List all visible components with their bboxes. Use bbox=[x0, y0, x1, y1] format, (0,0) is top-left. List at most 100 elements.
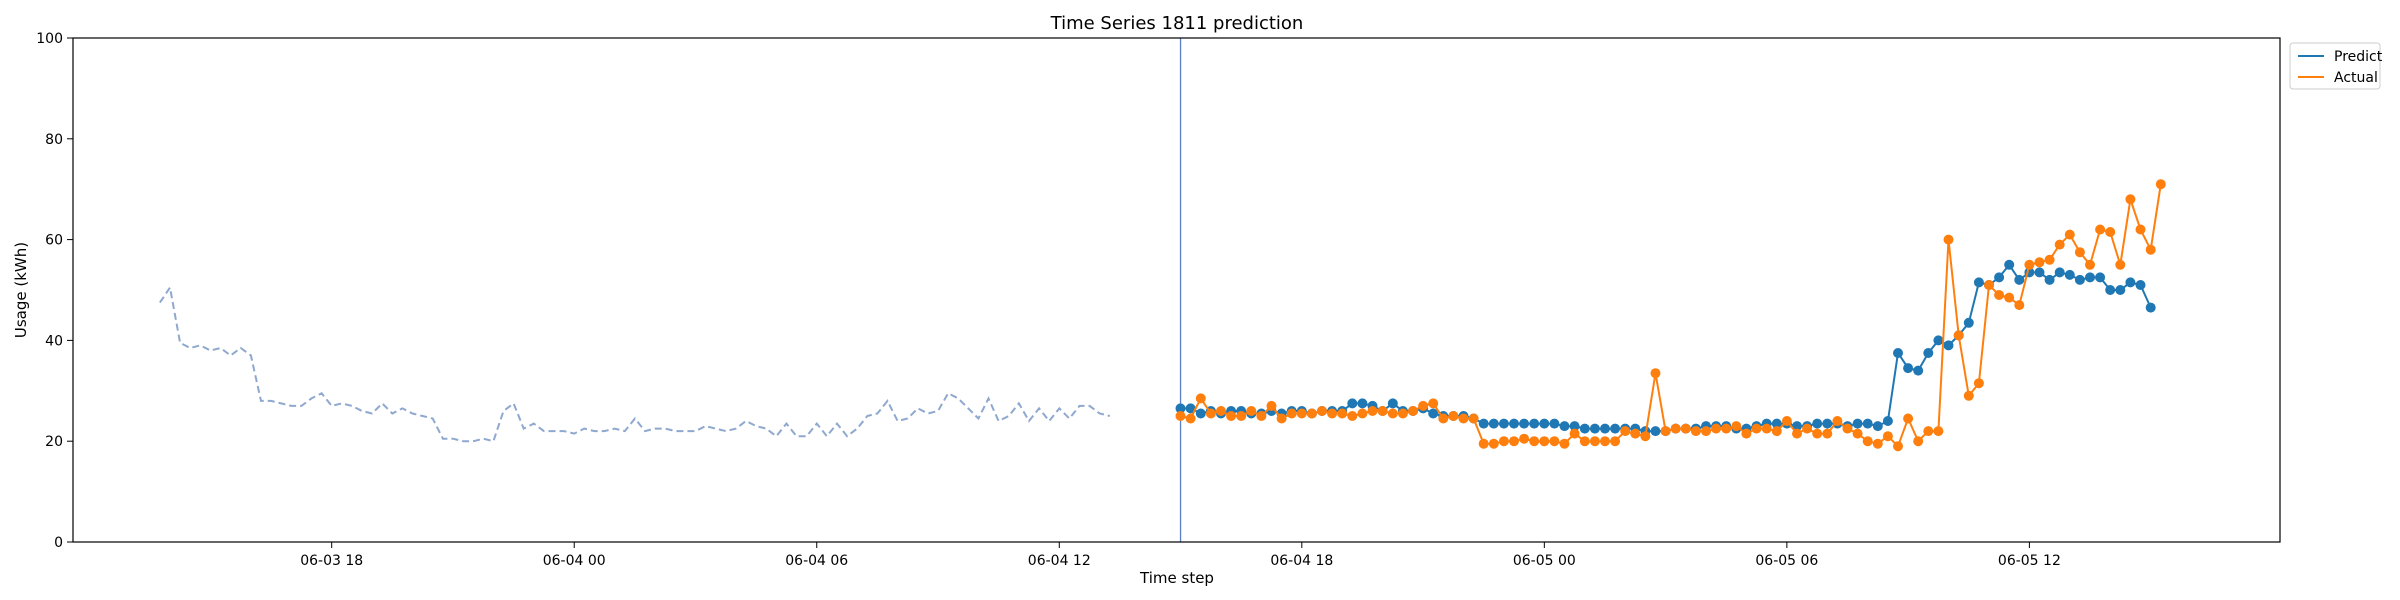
data-point-actual bbox=[1721, 423, 1732, 434]
x-tick-label: 06-04 06 bbox=[785, 553, 848, 569]
data-point-actual bbox=[1994, 290, 2005, 300]
data-point-actual bbox=[1226, 411, 1237, 421]
data-point-actual bbox=[1397, 408, 1408, 419]
history-line bbox=[159, 284, 1111, 443]
data-point-predict bbox=[1792, 421, 1802, 432]
data-point-actual bbox=[2054, 239, 2065, 250]
data-point-actual bbox=[1175, 411, 1186, 421]
data-point-actual bbox=[1498, 436, 1509, 447]
data-point-actual bbox=[1630, 428, 1641, 439]
y-tick-label: 40 bbox=[45, 333, 63, 349]
data-point-predict bbox=[1852, 418, 1863, 429]
x-tick-label: 06-03 18 bbox=[300, 553, 363, 569]
data-point-actual bbox=[1792, 428, 1802, 439]
data-point-actual bbox=[1862, 436, 1873, 447]
data-point-actual bbox=[1610, 436, 1621, 447]
data-point-actual bbox=[1529, 436, 1540, 447]
data-point-predict bbox=[1539, 418, 1550, 429]
data-point-actual bbox=[1650, 368, 1661, 379]
data-point-actual bbox=[1589, 436, 1600, 447]
data-point-predict bbox=[1872, 421, 1883, 432]
y-axis-label: Usage (kWh) bbox=[12, 242, 30, 338]
data-point-predict bbox=[1195, 408, 1206, 419]
chart-title: Time Series 1811 prediction bbox=[1050, 13, 1304, 34]
x-tick-label: 06-05 06 bbox=[1755, 553, 1818, 569]
data-point-actual bbox=[1579, 436, 1590, 447]
data-point-predict bbox=[1771, 418, 1782, 429]
data-point-actual bbox=[1701, 426, 1711, 437]
data-point-actual bbox=[1963, 390, 1974, 401]
data-point-predict bbox=[1943, 340, 1954, 351]
data-point-actual bbox=[1731, 421, 1742, 432]
data-point-actual bbox=[1256, 411, 1267, 421]
data-point-predict bbox=[1882, 416, 1893, 426]
data-point-actual bbox=[2115, 259, 2126, 270]
data-point-actual bbox=[1620, 426, 1631, 437]
x-axis-label: Time step bbox=[1139, 569, 1214, 587]
plot-frame bbox=[72, 37, 2281, 543]
data-point-predict bbox=[2074, 274, 2085, 285]
y-tick-label: 80 bbox=[45, 132, 63, 148]
data-point-actual bbox=[1812, 428, 1823, 439]
data-point-predict bbox=[2004, 259, 2015, 270]
x-tick-label: 06-04 12 bbox=[1028, 553, 1091, 569]
data-point-actual bbox=[1205, 408, 1216, 419]
data-point-actual bbox=[2024, 259, 2035, 270]
history-layer bbox=[159, 284, 1111, 443]
data-point-predict bbox=[1903, 363, 1914, 374]
data-point-predict bbox=[2125, 277, 2136, 288]
data-point-predict bbox=[1519, 418, 1530, 429]
data-point-actual bbox=[2004, 292, 2015, 303]
data-point-predict bbox=[1347, 398, 1358, 409]
data-point-actual bbox=[1832, 416, 1843, 426]
data-point-actual bbox=[1377, 406, 1388, 416]
data-point-predict bbox=[2135, 280, 2146, 290]
data-point-predict bbox=[1963, 317, 1974, 328]
data-point-predict bbox=[1862, 418, 1873, 429]
data-point-actual bbox=[1973, 378, 1984, 389]
data-point-actual bbox=[1448, 411, 1459, 421]
data-point-predict bbox=[2044, 274, 2055, 285]
data-point-actual bbox=[1488, 438, 1499, 449]
data-point-actual bbox=[1418, 400, 1429, 411]
y-tick-label: 20 bbox=[45, 434, 63, 450]
data-point-actual bbox=[1690, 426, 1701, 437]
data-point-predict bbox=[1822, 418, 1833, 429]
data-point-predict bbox=[1600, 423, 1610, 434]
data-point-predict bbox=[2095, 272, 2106, 283]
data-point-actual bbox=[1751, 423, 1762, 434]
data-point-actual bbox=[1236, 411, 1247, 421]
data-point-actual bbox=[1408, 406, 1418, 416]
x-tick-label: 06-04 00 bbox=[543, 553, 606, 569]
data-point-predict bbox=[2034, 267, 2045, 278]
data-point-actual bbox=[1670, 423, 1681, 434]
data-point-actual bbox=[1478, 438, 1489, 449]
data-point-predict bbox=[1387, 398, 1398, 409]
data-point-predict bbox=[1569, 421, 1580, 432]
data-point-predict bbox=[1498, 418, 1509, 429]
data-point-predict bbox=[1175, 403, 1186, 414]
data-point-actual bbox=[2034, 257, 2045, 268]
data-point-actual bbox=[2064, 229, 2075, 240]
data-point-actual bbox=[1711, 423, 1722, 434]
data-point-actual bbox=[2095, 224, 2106, 235]
data-point-predict bbox=[1812, 418, 1823, 429]
data-point-predict bbox=[1610, 423, 1621, 434]
data-point-predict bbox=[2085, 272, 2095, 283]
data-point-actual bbox=[1559, 438, 1570, 449]
data-point-actual bbox=[1660, 426, 1671, 437]
data-point-actual bbox=[1438, 413, 1449, 424]
data-point-actual bbox=[2145, 244, 2156, 255]
data-point-predict bbox=[2054, 267, 2065, 278]
data-point-actual bbox=[1519, 433, 1530, 444]
data-point-actual bbox=[1903, 413, 1914, 424]
data-point-predict bbox=[1428, 408, 1439, 419]
data-point-predict bbox=[2064, 269, 2075, 280]
data-point-actual bbox=[1428, 398, 1439, 409]
data-point-actual bbox=[1600, 436, 1610, 447]
x-tick-label: 06-05 12 bbox=[1998, 553, 2061, 569]
data-point-predict bbox=[1488, 418, 1499, 429]
data-point-predict bbox=[1913, 365, 1924, 376]
data-point-predict bbox=[1357, 398, 1368, 409]
